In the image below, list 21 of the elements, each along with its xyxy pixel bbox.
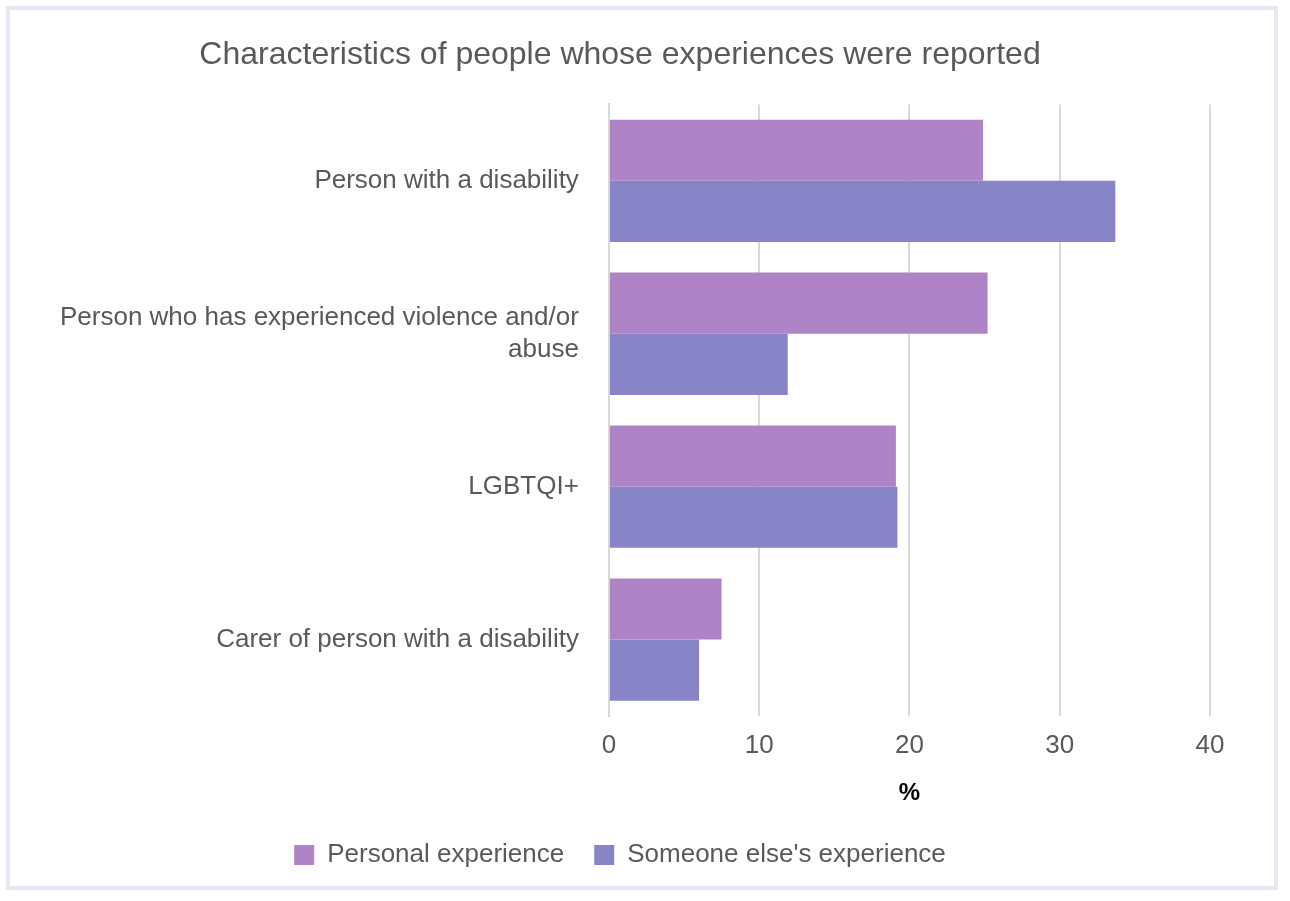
legend-label: Someone else's experience xyxy=(627,838,946,869)
bar xyxy=(609,578,722,640)
bar xyxy=(609,333,788,395)
bar xyxy=(609,272,988,334)
bar xyxy=(609,180,1116,243)
bar xyxy=(609,119,984,181)
chart-title: Characteristics of people whose experiences were reported xyxy=(199,35,1041,72)
bar xyxy=(609,425,896,487)
legend-label: Personal experience xyxy=(327,838,565,869)
y-tick-label: LGBTQI+ xyxy=(468,469,579,500)
x-tick-label: 20 xyxy=(894,728,924,759)
y-tick-label: Person with a disability xyxy=(314,164,579,195)
y-tick-label: Person who has experienced violence and/or abuse xyxy=(59,301,580,363)
bar xyxy=(609,486,898,548)
x-tick-label: 40 xyxy=(1195,728,1225,759)
bar xyxy=(609,639,700,701)
x-tick-label: 30 xyxy=(1045,728,1075,759)
x-tick-label: 10 xyxy=(744,728,774,759)
x-axis-title: % xyxy=(898,778,921,806)
x-tick-label: 0 xyxy=(601,728,617,759)
y-tick-label: Carer of person with a disability xyxy=(216,622,579,653)
